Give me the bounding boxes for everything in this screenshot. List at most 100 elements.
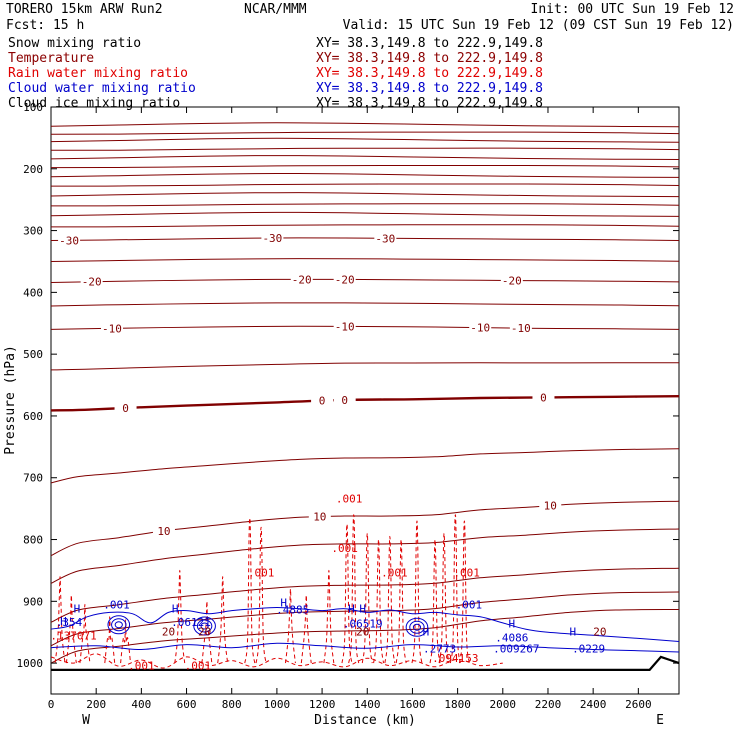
cloud-contour-bottom [51, 642, 679, 653]
cloud-high-marker: H [570, 625, 577, 638]
terrain-line [51, 655, 679, 672]
isotherm-label-bg [333, 393, 356, 405]
east-label: E [656, 713, 664, 728]
rain-label: .001 [381, 567, 408, 580]
isotherm-label-bg [333, 320, 356, 332]
cloud-high-marker: H [280, 596, 287, 609]
field-xy-3: XY= 38.3,149.8 to 222.9,149.8 [316, 81, 543, 96]
isotherm-intermediate [51, 448, 679, 484]
y-tick-label: 800 [23, 534, 43, 547]
isotherm-m20 [51, 278, 679, 283]
rain-contour-spike [285, 588, 296, 664]
org-title: NCAR/MMM [244, 2, 307, 17]
isotherm-warm [51, 609, 679, 664]
cloud-high-marker: H [359, 602, 366, 615]
cloud-contours [51, 606, 679, 653]
y-tick-label: 1000 [17, 657, 44, 670]
rain-contour-spike [429, 538, 441, 664]
isotherm-upper [51, 224, 679, 228]
contour-annotations: 10 10 10 0 0 0 0 -10 -10 -10 -10 -20 -20 -20 -20 -30 -30… [50, 232, 607, 672]
isotherm-label-bg [100, 322, 123, 334]
rain-contour-spike [255, 526, 267, 664]
isotherm-label-bg [308, 510, 331, 522]
x-axis-label: Distance (km) [314, 713, 416, 728]
rain-contour-spike [65, 594, 77, 664]
cloud-max-ring [196, 619, 213, 633]
rain-contour-spike [438, 532, 450, 664]
cloud-label: .4885 [276, 604, 309, 617]
isotherm-upper [51, 183, 679, 187]
rain-max-label: .137071 [50, 630, 96, 643]
rain-contour-spike [341, 523, 353, 664]
upper-isotherms [51, 122, 679, 664]
rain-contour-spike [348, 514, 360, 664]
x-tick-label: 2200 [535, 698, 562, 711]
cloud-label: .001 [103, 599, 130, 612]
isotherm-0 [51, 395, 679, 412]
rain-contour-spike [384, 535, 396, 664]
cloud-label: .354 [56, 616, 83, 629]
isotherm-label: 10 [157, 525, 170, 538]
y-tick-label: 700 [23, 472, 43, 485]
field-legend: Snow mixing ratio XY= 38.3,149.8 to 222.9… [8, 36, 543, 111]
rain-contour-spike [54, 576, 66, 664]
isotherm-upper [51, 137, 679, 143]
isotherm-label: -20 [292, 273, 312, 286]
isotherm-label: -20 [335, 273, 355, 286]
isotherm-label: -10 [335, 320, 355, 333]
isotherm-label-lower: 20 [162, 625, 175, 638]
rain-label: .001 [453, 567, 480, 580]
x-tick-label: 1800 [444, 698, 471, 711]
cloud-high-marker: H [172, 602, 179, 615]
isotherm-m10 [51, 325, 679, 330]
cloud-label: .2773 [423, 643, 456, 656]
isotherm-label-bg [532, 391, 555, 403]
x-tick-label: 2000 [490, 698, 517, 711]
isotherm-label: -10 [470, 322, 490, 335]
y-tick-label: 400 [23, 286, 43, 299]
isotherm-intermediate [51, 362, 679, 371]
rain-label: .001 [185, 659, 212, 672]
rain-contour-spike [300, 594, 312, 664]
isotherm-label-bg [500, 274, 523, 286]
isotherm-label: -20 [82, 276, 102, 289]
cloud-high-marker: H [348, 602, 355, 615]
x-tick-label: 1000 [264, 698, 291, 711]
temperature-isotherms [51, 237, 679, 557]
field-xy-1: XY= 38.3,149.8 to 222.9,149.8 [316, 51, 543, 66]
x-tick-label: 2400 [580, 698, 607, 711]
isotherm-label: -10 [102, 322, 122, 335]
cloud-max-ring [107, 615, 131, 635]
cloud-max-ring [114, 621, 123, 629]
axes: 0 200 400 600 800 1000 1200 1400 1600 1800 2000 220… [17, 101, 679, 711]
isotherm-intermediate [51, 258, 679, 262]
isotherm-label: -30 [375, 232, 395, 245]
isotherm-label: -30 [262, 232, 282, 245]
rain-label: .001 [336, 492, 363, 505]
isotherm-m30 [51, 237, 679, 241]
rain-contour-spike [373, 538, 384, 664]
isotherm-label-bg [469, 321, 492, 333]
isotherm-label-bg [311, 394, 334, 406]
cloud-label: .001 [456, 599, 483, 612]
isotherm-label: 0 [122, 402, 129, 415]
field-name-2: Rain water mixing ratio [8, 66, 188, 81]
rain-contour-spike [79, 603, 91, 664]
x-tick-label: 800 [222, 698, 242, 711]
y-tick-label: 200 [23, 163, 43, 176]
rain-label: .001 [331, 542, 358, 555]
rain-contour-spike [361, 532, 373, 664]
isotherm-label-lower: 20 [198, 625, 211, 638]
cloud-label: .009267 [493, 643, 539, 656]
isotherm-label-bg [58, 234, 81, 246]
cloud-contour-top [51, 606, 679, 642]
y-tick-label: 300 [23, 225, 43, 238]
x-tick-label: 400 [131, 698, 151, 711]
isotherm-label: 0 [540, 391, 547, 404]
rain-contour-spike [104, 616, 116, 664]
terrain-surface [51, 655, 679, 672]
isotherm-upper [51, 122, 679, 128]
y-tick-label: 500 [23, 348, 43, 361]
cloud-high-marker: H [60, 615, 67, 628]
isotherm-label: 10 [544, 500, 557, 513]
